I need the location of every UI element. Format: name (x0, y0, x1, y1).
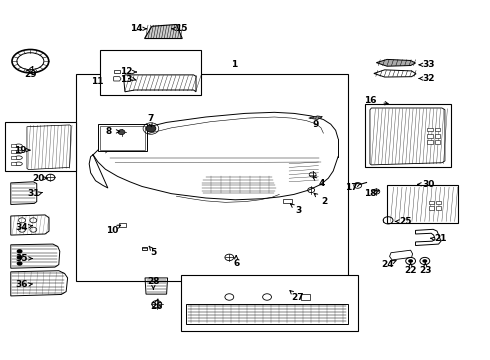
Text: 32: 32 (422, 74, 435, 83)
Text: 10: 10 (105, 226, 118, 235)
Text: 20: 20 (32, 174, 45, 183)
Bar (186, 304, 348, 324)
Bar (100, 50, 201, 95)
Circle shape (118, 130, 125, 135)
Bar (11, 144, 16, 147)
Text: 14: 14 (130, 24, 143, 33)
Bar (76, 74, 348, 281)
Bar (387, 185, 458, 223)
Text: 17: 17 (345, 183, 358, 192)
Text: 27: 27 (291, 292, 304, 302)
Bar (283, 199, 292, 203)
Bar (5, 122, 76, 171)
Bar (429, 201, 434, 204)
Text: 29: 29 (24, 70, 37, 79)
Text: 18: 18 (364, 189, 376, 198)
Bar (427, 134, 433, 138)
Text: 5: 5 (150, 248, 156, 257)
Text: 26: 26 (150, 302, 163, 311)
Text: 11: 11 (91, 77, 103, 86)
Text: 9: 9 (313, 120, 319, 129)
Text: 28: 28 (147, 277, 160, 286)
Text: 35: 35 (16, 254, 28, 263)
Bar (181, 275, 358, 331)
Text: 36: 36 (16, 280, 28, 289)
Text: 13: 13 (120, 75, 133, 84)
Text: 34: 34 (16, 223, 28, 232)
Text: 21: 21 (434, 234, 446, 243)
Bar (11, 150, 16, 153)
Bar (365, 104, 451, 167)
Circle shape (17, 255, 23, 260)
Circle shape (17, 249, 23, 253)
Text: 3: 3 (296, 206, 302, 215)
Bar (436, 206, 441, 210)
Bar (429, 206, 434, 210)
Bar (100, 126, 145, 150)
Bar (142, 247, 147, 250)
Circle shape (408, 259, 413, 263)
Text: 1: 1 (231, 60, 237, 69)
Text: 23: 23 (419, 266, 432, 275)
Polygon shape (309, 116, 322, 120)
Circle shape (146, 125, 156, 132)
Bar (11, 156, 16, 159)
Text: 19: 19 (14, 145, 27, 155)
Text: 30: 30 (422, 180, 435, 189)
Text: 4: 4 (318, 179, 325, 188)
Text: 2: 2 (322, 197, 328, 206)
Text: 22: 22 (404, 266, 417, 275)
Polygon shape (145, 24, 182, 39)
Bar (436, 201, 441, 204)
Circle shape (17, 261, 23, 266)
Bar (98, 124, 147, 151)
Text: 24: 24 (381, 260, 393, 269)
Text: 8: 8 (106, 127, 112, 136)
Bar (435, 140, 440, 144)
Bar (435, 128, 440, 131)
Bar (11, 162, 16, 165)
Bar (301, 294, 310, 300)
Bar (114, 70, 120, 73)
Text: 16: 16 (364, 95, 376, 104)
Text: 25: 25 (399, 217, 412, 226)
Text: 31: 31 (27, 189, 40, 198)
Bar (119, 223, 126, 227)
Bar (427, 140, 433, 144)
Text: 6: 6 (233, 259, 239, 268)
Bar (435, 134, 440, 138)
Polygon shape (376, 59, 416, 66)
Bar (427, 128, 433, 131)
Text: 12: 12 (120, 68, 133, 77)
Text: 15: 15 (175, 24, 188, 33)
Circle shape (422, 259, 427, 263)
Text: 7: 7 (147, 114, 154, 123)
Text: 33: 33 (422, 60, 435, 69)
